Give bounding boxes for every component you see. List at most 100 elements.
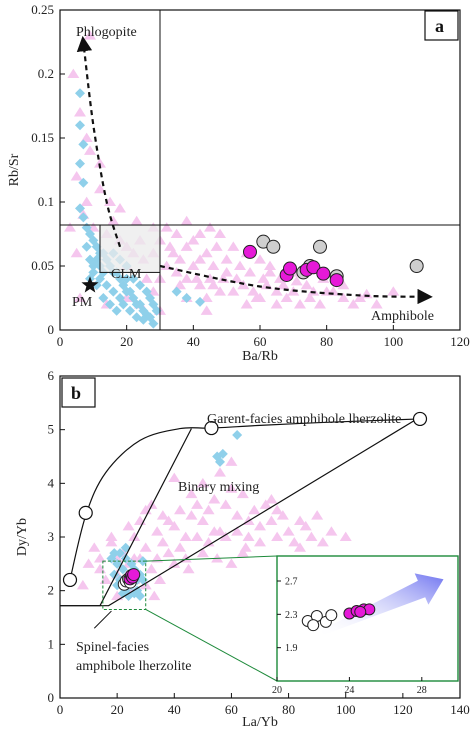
spinel-leader-line xyxy=(93,610,112,629)
triangle-point xyxy=(277,279,290,290)
triangle-point xyxy=(311,510,324,520)
zoom-box xyxy=(102,560,147,610)
triangle-point xyxy=(180,273,193,283)
diamond-point xyxy=(137,574,148,585)
diamond-point xyxy=(151,305,162,316)
x-tick-label: 120 xyxy=(393,702,413,717)
triangle-point xyxy=(174,254,186,264)
triangle-point xyxy=(294,299,306,309)
triangle-point xyxy=(227,241,240,251)
triangle-point xyxy=(84,145,96,155)
triangle-point xyxy=(236,488,249,499)
triangle-point xyxy=(196,477,209,488)
panel-b-label: b xyxy=(71,383,81,403)
zoom-connector-top xyxy=(145,555,278,562)
garnet-label: Garent-facies amphibole lherzolite xyxy=(207,412,401,427)
panel-b: 20 24 28 1.9 2.3 2.7 0 20 40 60 80 100 120 140 0 1 2 3 4 5… xyxy=(15,368,470,730)
triangle-point xyxy=(145,563,158,574)
y-tick-label: 0 xyxy=(48,322,55,337)
triangle-point xyxy=(122,520,135,531)
triangle-point xyxy=(99,574,112,584)
grey-circle-point xyxy=(313,239,327,254)
panel-b-annotations: Garent-facies amphibole lherzolite Binar… xyxy=(61,377,401,674)
triangle-point xyxy=(219,531,232,542)
triangle-point xyxy=(182,563,195,574)
triangle-point xyxy=(240,299,253,309)
diamond-point xyxy=(98,293,109,303)
y-axis-label: Rb/Sr xyxy=(7,153,22,186)
y-tick-label: 0.25 xyxy=(31,2,54,17)
panel-a-label-box xyxy=(424,10,459,41)
triangle-point xyxy=(280,292,293,303)
panel-a-circle-series xyxy=(243,234,424,288)
triangle-point xyxy=(244,267,256,277)
x-tick-label: 20 xyxy=(111,702,124,717)
triangle-point xyxy=(170,267,183,277)
triangle-point xyxy=(270,286,283,296)
diamond-point xyxy=(125,305,135,316)
triangle-point xyxy=(234,260,246,271)
triangle-point xyxy=(88,542,101,552)
inset-magenta-circle xyxy=(354,605,367,618)
diamond-point xyxy=(195,296,205,307)
triangle-point xyxy=(168,520,181,531)
y-tick-label: 2 xyxy=(48,583,55,598)
triangle-point xyxy=(304,292,316,303)
triangle-point xyxy=(180,215,193,226)
triangle-point xyxy=(254,254,266,264)
x-tick-label: 20 xyxy=(120,334,133,349)
inset-y-tick-label: 2.7 xyxy=(285,577,298,588)
triangle-point xyxy=(187,260,200,271)
plot-frame xyxy=(59,9,461,331)
triangle-point xyxy=(156,536,169,547)
diamond-point xyxy=(105,299,115,310)
triangle-point xyxy=(210,241,223,251)
panel-b-inset: 20 24 28 1.9 2.3 2.7 xyxy=(102,555,459,696)
x-tick-label: 40 xyxy=(168,702,181,717)
triangle-point xyxy=(305,531,318,542)
triangle-point xyxy=(196,515,209,525)
triangle-point xyxy=(111,590,124,601)
diamond-point xyxy=(135,280,145,291)
triangle-point xyxy=(94,563,106,574)
triangle-point xyxy=(264,267,276,277)
phlogopite-label: Phlogopite xyxy=(76,25,137,40)
triangle-point xyxy=(179,531,192,542)
x-tick-label: 0 xyxy=(57,334,64,349)
triangle-point xyxy=(300,279,313,290)
diamond-point xyxy=(217,448,228,459)
triangle-point xyxy=(174,542,186,552)
panel-b-label-box xyxy=(61,377,96,408)
triangle-point xyxy=(74,107,86,117)
y-tick-label: 0.15 xyxy=(31,130,54,145)
magenta-circle-point xyxy=(329,273,344,288)
binary-mixing-label: Binary mixing xyxy=(178,480,259,495)
diamond-point xyxy=(118,299,129,310)
triangle-point xyxy=(207,260,220,271)
triangle-point xyxy=(387,286,400,296)
triangle-point xyxy=(128,531,141,542)
zoom-connector-bottom xyxy=(145,609,278,682)
triangle-point xyxy=(168,472,181,483)
triangle-point xyxy=(105,531,118,542)
pm-star xyxy=(81,276,99,293)
triangle-point xyxy=(208,494,221,504)
y-tick-label: 0.1 xyxy=(38,194,54,209)
diamond-point xyxy=(215,456,225,467)
triangle-point xyxy=(202,504,215,515)
triangle-point xyxy=(139,542,152,552)
triangle-point xyxy=(148,590,161,601)
diamond-point xyxy=(108,286,119,297)
triangle-point xyxy=(200,292,213,303)
diamond-point xyxy=(109,548,120,559)
x-tick-label: 60 xyxy=(225,702,238,717)
triangle-point xyxy=(254,520,266,531)
x-tick-label: 100 xyxy=(384,334,404,349)
triangle-point xyxy=(180,241,193,251)
triangle-point xyxy=(170,228,183,239)
y-tick-label: 0.05 xyxy=(31,258,54,273)
triangle-point xyxy=(248,504,261,515)
plot-frame xyxy=(59,375,461,699)
y-tick-label: 3 xyxy=(48,529,55,544)
triangle-point xyxy=(174,504,186,515)
